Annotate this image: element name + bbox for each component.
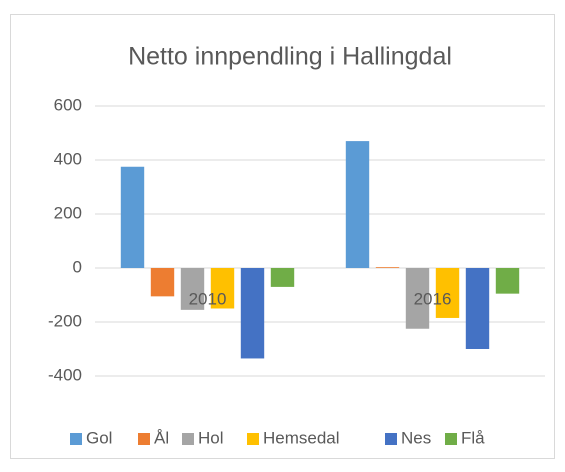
bar [180,268,205,310]
bar [435,268,460,318]
legend-swatch [445,433,457,445]
legend-swatch [182,433,194,445]
legend-label: Hemsedal [263,428,340,447]
bar [375,267,400,268]
bar [405,268,430,329]
legend-swatch [385,433,397,445]
bar [150,268,175,297]
legend-label: Ål [154,428,169,447]
y-tick-label: 200 [54,203,82,222]
y-tick-label: -400 [48,365,82,384]
y-tick-label: 400 [54,149,82,168]
bar [345,141,370,268]
bar [240,268,265,359]
legend-swatch [70,433,82,445]
bar [465,268,490,349]
legend-label: Hol [198,428,224,447]
bar [270,268,295,287]
chart-frame [10,14,555,459]
legend-swatch [138,433,150,445]
chart-title: Netto innpendling i Hallingdal [128,43,452,71]
legend-swatch [247,433,259,445]
x-tick-label: 2016 [414,289,452,308]
bar [495,268,520,294]
legend-label: Gol [86,428,112,447]
legend-label: Flå [461,428,485,447]
y-tick-label: 0 [73,257,82,276]
y-tick-label: 600 [54,95,82,114]
x-tick-label: 2010 [189,289,227,308]
bar [120,166,145,268]
legend-label: Nes [401,428,431,447]
bar [210,268,235,309]
y-tick-label: -200 [48,311,82,330]
